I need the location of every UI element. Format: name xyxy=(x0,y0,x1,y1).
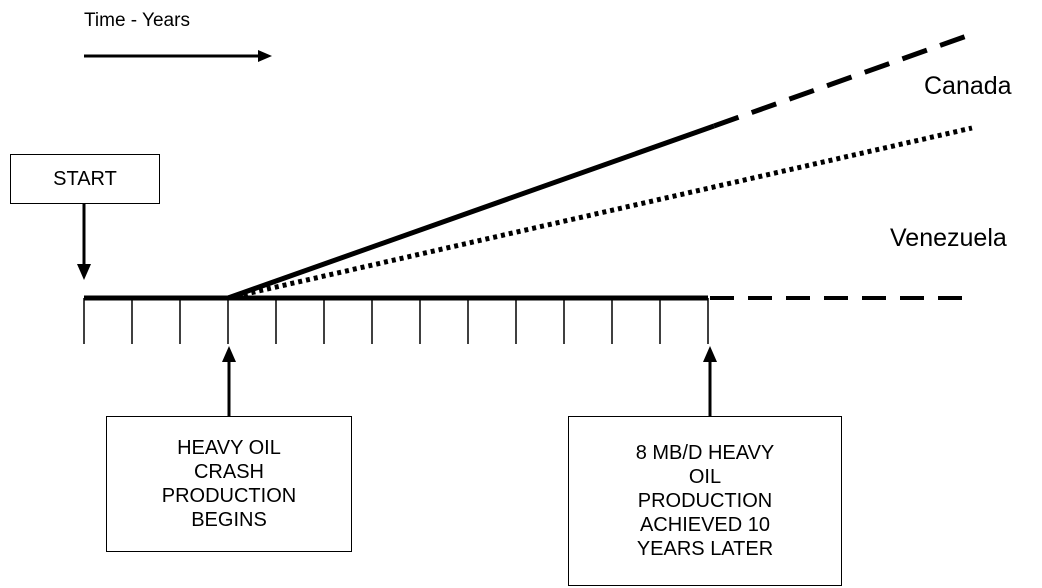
timeline-ticks xyxy=(83,298,709,344)
target-reached-box: 8 MB/D HEAVY OIL PRODUCTION ACHIEVED 10 … xyxy=(568,416,842,586)
canada-label: Canada xyxy=(924,72,1012,100)
canada-line-solid xyxy=(227,123,715,301)
target-reached-line: OIL xyxy=(688,466,722,488)
venezuela-line-dotted xyxy=(227,125,973,301)
crash-start-line: CRASH xyxy=(193,461,264,483)
time-direction-arrowhead xyxy=(258,50,272,62)
venezuela-label: Venezuela xyxy=(890,224,1007,252)
crash-start-line: HEAVY OIL xyxy=(177,437,281,459)
canada-line-dashed xyxy=(713,30,976,129)
start-arrowhead xyxy=(77,264,91,280)
crash-start-box: HEAVY OIL CRASH PRODUCTION BEGINS xyxy=(106,416,352,552)
target-reached-line: YEARS LATER xyxy=(636,538,774,560)
crash-start-arrowhead xyxy=(222,346,236,362)
target-reached-line: ACHIEVED 10 xyxy=(639,514,771,536)
target-reached-line: PRODUCTION xyxy=(637,490,773,512)
start-label: START xyxy=(53,168,117,190)
time-label: Time - Years xyxy=(84,10,190,31)
crash-start-line: PRODUCTION xyxy=(161,485,297,507)
crash-start-line: BEGINS xyxy=(191,509,267,531)
start-box: START xyxy=(10,154,160,204)
target-arrowhead xyxy=(703,346,717,362)
target-reached-line: 8 MB/D HEAVY xyxy=(635,442,775,464)
